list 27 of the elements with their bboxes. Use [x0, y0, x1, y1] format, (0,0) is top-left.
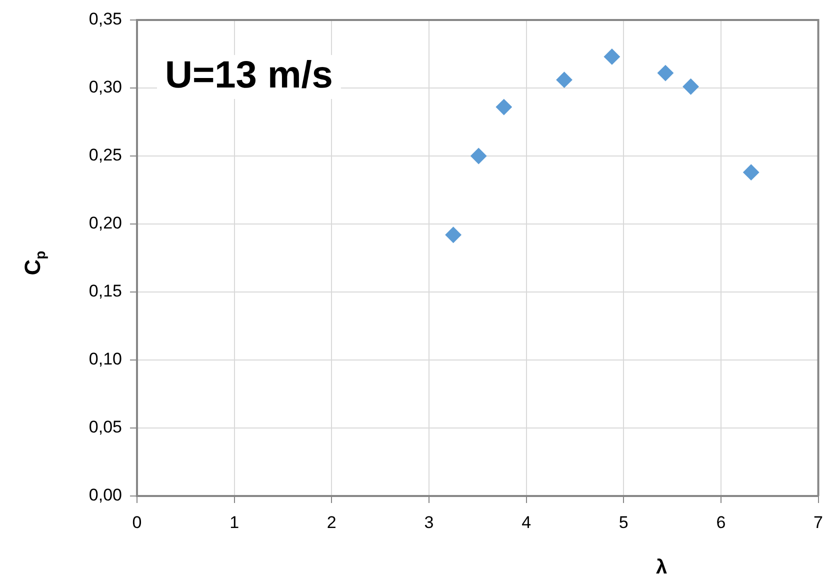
x-tick-label: 6: [716, 512, 726, 532]
y-axis-title: Cp: [20, 250, 48, 276]
y-tick-label: 0,20: [88, 214, 122, 233]
x-tick-label: 0: [132, 512, 142, 532]
x-tick-label: 1: [230, 512, 240, 532]
x-tick-label: 2: [326, 512, 336, 532]
y-tick-label: 0,35: [88, 10, 122, 29]
point: [682, 78, 699, 95]
x-tick-label: 7: [814, 512, 824, 532]
y-tick-label: 0,10: [88, 350, 122, 369]
annotation: U=13 m/s: [165, 54, 333, 96]
point: [604, 48, 620, 65]
x-tick-label: 3: [424, 512, 434, 532]
point: [556, 72, 572, 88]
x-tick-label: 4: [522, 512, 532, 532]
y-tick-label: 0,30: [88, 78, 122, 97]
point: [496, 99, 512, 116]
x-tick-label: 5: [618, 512, 628, 532]
x-axis-title: λ: [656, 556, 668, 579]
y-tick-label: 0,15: [88, 282, 122, 301]
point: [445, 226, 462, 243]
point: [470, 148, 487, 164]
y-tick-label: 0,00: [88, 486, 122, 505]
y-tick-label: 0,05: [88, 418, 122, 437]
point: [657, 65, 674, 82]
point: [743, 164, 760, 180]
y-tick-label: 0,25: [88, 146, 122, 165]
